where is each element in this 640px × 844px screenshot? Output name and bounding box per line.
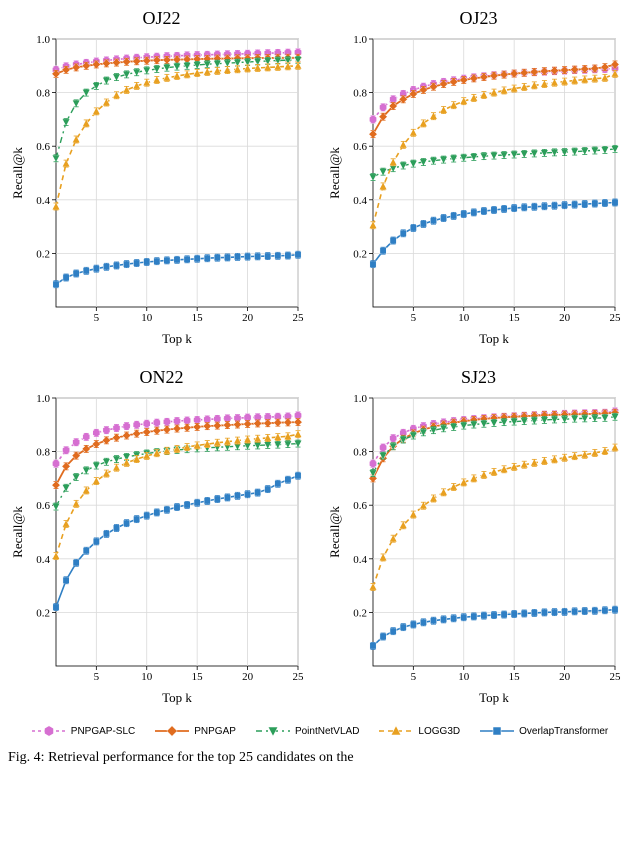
legend-label: PointNetVLAD [295, 726, 359, 737]
panel-title: ON22 [8, 367, 315, 388]
svg-text:0.8: 0.8 [36, 88, 50, 100]
figure-caption: Fig. 4: Retrieval performance for the to… [8, 750, 632, 766]
svg-text:0.2: 0.2 [36, 248, 50, 260]
svg-text:Recall@k: Recall@k [327, 506, 342, 558]
svg-text:5: 5 [411, 312, 417, 324]
svg-text:1.0: 1.0 [36, 34, 50, 46]
chart-grid: OJ22 5 10 15 20 25 0.2 0.4 0.6 0.8 1.0 Top k Recall@… [8, 8, 632, 710]
svg-text:Recall@k: Recall@k [10, 506, 25, 558]
svg-text:0.4: 0.4 [36, 195, 50, 207]
legend-label: PNPGAP-SLC [71, 726, 135, 737]
svg-text:0.4: 0.4 [36, 554, 50, 566]
svg-text:25: 25 [293, 312, 305, 324]
svg-text:20: 20 [559, 671, 571, 683]
svg-text:10: 10 [141, 671, 153, 683]
legend-item: PNPGAP-SLC [32, 724, 135, 738]
caption-prefix: Fig. 4: [8, 750, 48, 765]
svg-text:20: 20 [559, 312, 571, 324]
caption-body: Retrieval performance for the top 25 can… [48, 750, 354, 765]
legend-item: OverlapTransformer [480, 724, 608, 738]
svg-text:15: 15 [192, 312, 204, 324]
legend: PNPGAP-SLC PNPGAP PointNetVLAD LOGG3D Overla… [8, 724, 632, 738]
legend-item: PNPGAP [155, 724, 236, 738]
svg-text:0.6: 0.6 [36, 141, 50, 153]
svg-text:0.2: 0.2 [353, 248, 367, 260]
svg-text:25: 25 [293, 671, 305, 683]
svg-text:1.0: 1.0 [353, 393, 367, 405]
svg-text:0.8: 0.8 [353, 447, 367, 459]
svg-text:1.0: 1.0 [353, 34, 367, 46]
svg-text:0.8: 0.8 [36, 447, 50, 459]
svg-text:10: 10 [458, 671, 470, 683]
chart-panel: ON22 5 10 15 20 25 0.2 0.4 0.6 0.8 1.0 Top k Recall@… [8, 367, 315, 710]
svg-text:15: 15 [192, 671, 204, 683]
legend-label: PNPGAP [194, 726, 236, 737]
svg-text:5: 5 [94, 312, 100, 324]
legend-item: LOGG3D [379, 724, 460, 738]
svg-text:20: 20 [242, 671, 254, 683]
legend-swatch [480, 724, 514, 738]
svg-text:1.0: 1.0 [36, 393, 50, 405]
svg-text:0.4: 0.4 [353, 554, 367, 566]
svg-text:0.8: 0.8 [353, 88, 367, 100]
svg-text:0.6: 0.6 [353, 141, 367, 153]
legend-label: LOGG3D [418, 726, 460, 737]
svg-text:25: 25 [610, 671, 622, 683]
legend-swatch [155, 724, 189, 738]
legend-label: OverlapTransformer [519, 726, 608, 737]
legend-swatch [379, 724, 413, 738]
svg-text:10: 10 [458, 312, 470, 324]
svg-text:Top k: Top k [162, 690, 192, 705]
legend-item: PointNetVLAD [256, 724, 359, 738]
svg-text:15: 15 [509, 671, 521, 683]
svg-text:0.4: 0.4 [353, 195, 367, 207]
svg-text:0.2: 0.2 [36, 607, 50, 619]
svg-text:Top k: Top k [162, 331, 192, 346]
svg-text:Recall@k: Recall@k [327, 147, 342, 199]
svg-text:0.6: 0.6 [353, 500, 367, 512]
svg-text:Top k: Top k [479, 331, 509, 346]
panel-title: OJ23 [325, 8, 632, 29]
svg-text:20: 20 [242, 312, 254, 324]
chart-panel: OJ23 5 10 15 20 25 0.2 0.4 0.6 0.8 1.0 Top k Recall@… [325, 8, 632, 351]
panel-title: OJ22 [8, 8, 315, 29]
svg-text:25: 25 [610, 312, 622, 324]
svg-text:5: 5 [94, 671, 100, 683]
chart-panel: OJ22 5 10 15 20 25 0.2 0.4 0.6 0.8 1.0 Top k Recall@… [8, 8, 315, 351]
legend-swatch [32, 724, 66, 738]
svg-text:0.6: 0.6 [36, 500, 50, 512]
svg-text:Top k: Top k [479, 690, 509, 705]
svg-text:5: 5 [411, 671, 417, 683]
panel-title: SJ23 [325, 367, 632, 388]
svg-text:15: 15 [509, 312, 521, 324]
svg-text:0.2: 0.2 [353, 607, 367, 619]
chart-panel: SJ23 5 10 15 20 25 0.2 0.4 0.6 0.8 1.0 Top k Recall@… [325, 367, 632, 710]
legend-swatch [256, 724, 290, 738]
svg-text:Recall@k: Recall@k [10, 147, 25, 199]
svg-text:10: 10 [141, 312, 153, 324]
